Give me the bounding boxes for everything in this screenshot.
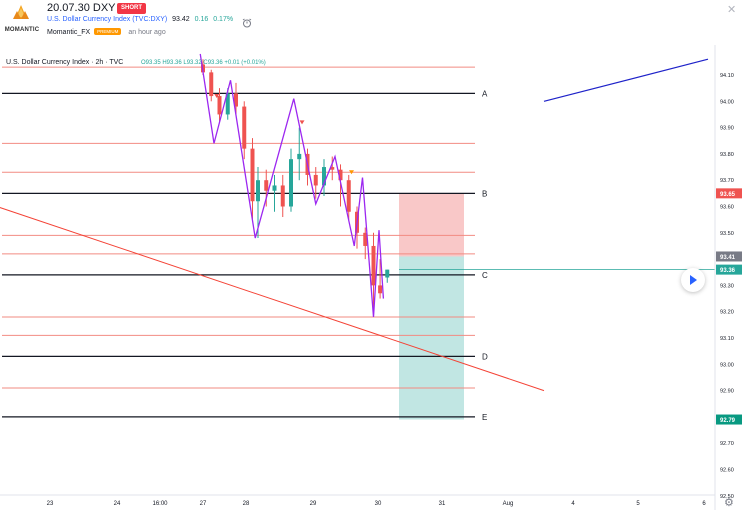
candle-body (225, 93, 230, 115)
stop-loss-zone[interactable] (399, 193, 464, 257)
candle-body (346, 180, 351, 212)
x-axis-tick: 27 (200, 501, 207, 507)
y-axis-tick: 93.30 (720, 283, 734, 289)
candle-body (217, 96, 222, 115)
alarm-clock-icon[interactable] (242, 15, 252, 33)
price-label-bg (716, 414, 742, 425)
logo-text: MOMANTIC (4, 27, 40, 33)
y-axis-tick: 93.80 (720, 152, 734, 158)
x-axis-tick: 6 (702, 501, 706, 507)
price-label: 92.79 (720, 418, 736, 424)
y-axis-tick: 93.00 (720, 362, 734, 368)
candle-body (234, 93, 238, 107)
candle-body (272, 185, 277, 191)
signal-marker (349, 170, 354, 175)
y-axis-tick: 93.90 (720, 126, 734, 132)
legend-ohlc: O93.35 H93.36 L93.32 C93.36 +0.01 (+0.01… (141, 60, 266, 66)
play-icon (690, 275, 697, 285)
zigzag-pattern[interactable] (199, 53, 385, 318)
y-axis-tick: 93.20 (720, 310, 734, 316)
candle-body (378, 285, 383, 294)
x-axis-tick: 30 (375, 501, 382, 507)
play-button[interactable] (681, 268, 705, 292)
candle-body (264, 180, 269, 191)
author-row: Momantic_FX PREMIUM an hour ago (47, 28, 166, 36)
signal-marker (214, 94, 220, 99)
candle-body (322, 167, 326, 186)
y-axis-tick: 92.90 (720, 389, 734, 395)
key-level-label: E (482, 413, 487, 422)
x-axis-tick: Aug (503, 501, 514, 507)
candle-body (256, 180, 260, 202)
short-badge: SHORT (117, 3, 146, 14)
price-label-bg (716, 251, 742, 262)
candle-body (250, 148, 255, 202)
candle-body (385, 269, 390, 278)
y-axis-tick: 92.50 (720, 494, 734, 500)
y-axis-tick: 93.70 (720, 178, 734, 184)
idea-header: MOMANTIC 20.07.30 DXY SHORT U.S. Dollar … (0, 0, 743, 45)
author-name[interactable]: Momantic_FX (47, 29, 91, 36)
price-label: 93.41 (720, 255, 736, 261)
price-change-percent: 0.17% (213, 16, 234, 23)
price-label-bg (716, 264, 742, 275)
price-chart[interactable]: A B C D E 94.10 94.00 93.90 93.80 93.70 93.60 93.5… (0, 45, 743, 510)
publish-time: an hour ago (128, 29, 166, 36)
candle-body (280, 185, 285, 207)
price-change: 0.16 (194, 16, 209, 23)
y-axis-tick: 93.50 (720, 231, 734, 237)
author-badge: PREMIUM (94, 28, 122, 35)
y-axis-tick: 94.10 (720, 73, 734, 79)
price-label: 93.65 (720, 192, 736, 198)
key-level-label: C (482, 271, 488, 280)
candle-body (338, 169, 343, 181)
key-level-label: B (482, 189, 487, 198)
y-axis-tick: 94.00 (720, 99, 734, 105)
x-axis-tick: 16:00 (152, 501, 168, 507)
x-axis-tick: 4 (571, 501, 575, 507)
symbol-link[interactable]: U.S. Dollar Currency Index (TVC:DXY) (47, 16, 168, 23)
trendline-blue[interactable] (543, 58, 709, 102)
signal-marker (299, 120, 305, 125)
candle-body (209, 72, 214, 97)
price-label-bg (716, 188, 742, 199)
candle-body (297, 153, 302, 160)
momantic-logo[interactable]: MOMANTIC (2, 3, 40, 41)
x-axis-tick: 24 (114, 501, 121, 507)
y-axis-tick: 93.10 (720, 336, 734, 342)
x-axis-tick: 31 (439, 501, 446, 507)
candle-body (242, 106, 247, 149)
close-icon[interactable]: ✕ (727, 4, 737, 16)
gear-icon[interactable]: ⚙ (724, 497, 734, 509)
x-axis-tick: 29 (310, 501, 317, 507)
symbol-row: U.S. Dollar Currency Index (TVC:DXY) 93.… (47, 16, 233, 23)
key-level-label: A (482, 89, 488, 98)
x-axis-tick: 28 (243, 501, 250, 507)
y-axis-tick: 92.70 (720, 441, 734, 447)
take-profit-zone[interactable] (399, 256, 464, 420)
candle-body (313, 174, 318, 186)
legend-symbol: U.S. Dollar Currency Index · 2h · TVC (6, 59, 123, 66)
idea-title: 20.07.30 DXY (47, 2, 116, 14)
candle-body (371, 245, 376, 286)
trendline-red[interactable] (0, 191, 545, 392)
y-axis-tick: 92.60 (720, 468, 734, 474)
key-level-label: D (482, 352, 488, 361)
last-price: 93.42 (172, 16, 190, 23)
y-axis-tick: 93.60 (720, 205, 734, 211)
price-label: 93.36 (720, 268, 736, 274)
candle-body (330, 167, 335, 170)
x-axis-tick: 23 (47, 501, 54, 507)
candle-body (363, 232, 368, 246)
candle-body (289, 159, 293, 207)
x-axis-tick: 5 (636, 501, 640, 507)
